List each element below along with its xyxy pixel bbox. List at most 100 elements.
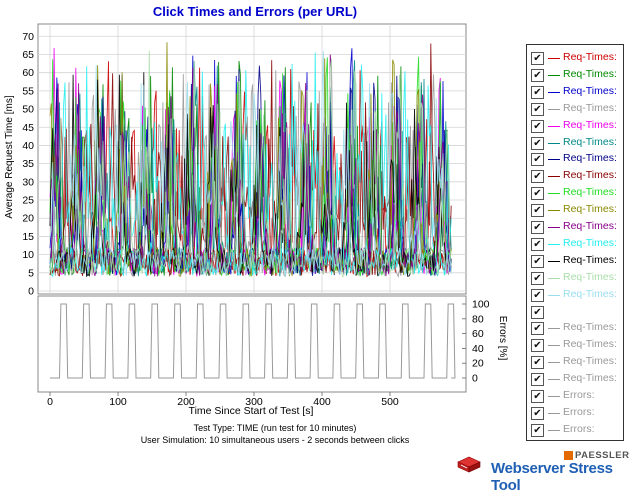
- y-tick-label: 5: [28, 267, 34, 279]
- legend-item[interactable]: ✔ Req-Times:: [531, 85, 623, 101]
- legend-label: Req-Times:: [563, 372, 617, 385]
- legend-item[interactable]: ✔ Req-Times:: [531, 321, 623, 337]
- legend-label: Req-Times:: [563, 203, 617, 216]
- legend-label: Req-Times:: [563, 338, 617, 351]
- legend-checkbox[interactable]: ✔: [531, 204, 544, 218]
- series-line-15: [49, 51, 452, 277]
- y-tick-label: 30: [22, 176, 34, 188]
- legend-swatch: [548, 362, 560, 364]
- legend-checkbox[interactable]: ✔: [531, 339, 544, 353]
- legend-item[interactable]: ✔ Req-Times:: [531, 169, 623, 185]
- test-type-info: Test Type: TIME (run test for 10 minutes…: [193, 423, 357, 433]
- legend-item[interactable]: ✔ Req-Times:: [531, 372, 623, 388]
- legend-checkbox[interactable]: ✔: [531, 85, 544, 99]
- product-name: Webserver Stress Tool: [491, 460, 613, 494]
- legend-swatch: [548, 125, 560, 127]
- legend-item[interactable]: ✔ Req-Times:: [531, 136, 623, 152]
- legend-checkbox[interactable]: ✔: [531, 153, 544, 167]
- y-tick-label: 0: [28, 286, 34, 298]
- legend-label: Req-Times:: [563, 321, 617, 334]
- y-tick-label: 20: [22, 213, 34, 225]
- legend-label: Errors:: [563, 389, 595, 401]
- legend-item[interactable]: ✔ Req-Times:: [531, 152, 623, 168]
- legend-item[interactable]: ✔ Req-Times:: [531, 186, 623, 202]
- legend-label: Req-Times:: [563, 152, 617, 165]
- legend-label: Errors:: [563, 405, 595, 418]
- x-axis-label: Time Since Start of Test [s]: [189, 405, 314, 417]
- legend-item[interactable]: ✔ Req-Times:: [531, 237, 623, 253]
- legend-swatch: [548, 227, 560, 228]
- legend-item[interactable]: ✔ Req-Times:: [531, 338, 623, 354]
- legend-item[interactable]: ✔ Req-Times:: [531, 254, 623, 270]
- legend-checkbox[interactable]: ✔: [531, 102, 544, 116]
- legend-label: Req-Times:: [563, 118, 617, 131]
- legend-checkbox[interactable]: ✔: [531, 187, 544, 201]
- y-tick-label: 25: [22, 195, 34, 207]
- legend-item[interactable]: ✔ Errors:: [531, 423, 623, 439]
- errors-line: [50, 303, 456, 379]
- y2-tick-label: 0: [472, 373, 478, 385]
- legend-swatch: [548, 328, 560, 330]
- legend-swatch: [548, 260, 560, 262]
- user-simulation-info: User Simulation: 10 simultaneous users -…: [140, 435, 410, 445]
- legend-item[interactable]: ✔ Errors:: [531, 389, 623, 405]
- legend-item[interactable]: ✔ Req-Times:: [531, 220, 623, 236]
- legend-item[interactable]: ✔ Req-Times:: [531, 355, 623, 371]
- legend-item[interactable]: ✔ Req-Times:: [531, 271, 623, 287]
- y2-tick-label: 20: [472, 358, 484, 370]
- legend-checkbox[interactable]: ✔: [531, 373, 544, 387]
- legend-item[interactable]: ✔ Errors:: [531, 406, 623, 422]
- errors-plot: 0 20 40 60 80 100 0 100 200 300 400 500: [37, 295, 490, 408]
- legend-checkbox[interactable]: ✔: [531, 52, 544, 65]
- paessler-mark-icon: [564, 451, 573, 460]
- legend-checkbox[interactable]: ✔: [531, 221, 544, 234]
- legend-checkbox[interactable]: ✔: [531, 271, 544, 285]
- x-tick-label: 400: [313, 396, 331, 408]
- legend-checkbox[interactable]: ✔: [531, 406, 544, 420]
- y-tick-label: 70: [22, 31, 34, 43]
- legend-checkbox[interactable]: ✔: [531, 68, 544, 82]
- x-tick-label: 300: [245, 396, 263, 408]
- y-axis-label-errors: Errors [%]: [497, 316, 508, 361]
- x-tick-label: 500: [381, 396, 399, 408]
- x-tick-label: 0: [47, 396, 53, 408]
- legend-checkbox[interactable]: ✔: [531, 305, 544, 319]
- legend-item[interactable]: ✔ Req-Times:: [531, 68, 623, 84]
- y-tick-label: 15: [22, 231, 34, 243]
- legend-swatch: [548, 243, 560, 245]
- bottom-plot-frame: [37, 295, 467, 393]
- legend-checkbox[interactable]: ✔: [531, 390, 544, 403]
- legend-checkbox[interactable]: ✔: [531, 254, 544, 268]
- y-tick-label: 35: [22, 158, 34, 170]
- legend-swatch: [548, 74, 560, 76]
- legend-label: Req-Times:: [563, 236, 617, 249]
- legend-checkbox[interactable]: ✔: [531, 288, 544, 302]
- y-tick-label: 10: [22, 249, 34, 261]
- legend-item[interactable]: ✔ Req-Times:: [531, 119, 623, 135]
- legend-checkbox[interactable]: ✔: [531, 356, 544, 370]
- legend-label: Req-Times:: [563, 355, 617, 368]
- legend-checkbox[interactable]: ✔: [531, 170, 544, 184]
- legend-item[interactable]: ✔ Req-Times:: [531, 51, 623, 67]
- legend-checkbox[interactable]: ✔: [531, 423, 544, 437]
- y2-tick-label: 40: [472, 343, 484, 355]
- legend-swatch: [548, 91, 560, 93]
- legend-label: Req-Times:: [563, 253, 617, 266]
- x-tick-label: 200: [177, 396, 195, 408]
- legend-checkbox[interactable]: ✔: [531, 237, 544, 251]
- brand-logo: PAESSLER Webserver Stress Tool: [456, 450, 629, 494]
- legend-checkbox[interactable]: ✔: [531, 136, 544, 150]
- legend-label: Req-Times:: [563, 51, 617, 63]
- y-tick-label: 55: [22, 85, 34, 97]
- legend-item[interactable]: ✔ Req-Times:: [531, 102, 623, 118]
- legend-checkbox[interactable]: ✔: [531, 119, 544, 133]
- legend-item[interactable]: ✔ Req-Times:: [531, 203, 623, 219]
- legend-checkbox[interactable]: ✔: [531, 322, 544, 336]
- legend-label: Req-Times:: [563, 84, 617, 97]
- legend-label: Req-Times:: [563, 169, 617, 182]
- legend-swatch: [548, 108, 560, 110]
- y-tick-label: 65: [22, 49, 34, 61]
- legend-item[interactable]: ✔: [531, 305, 623, 321]
- legend: ✔ Req-Times: ✔ Req-Times: ✔ Req-Times: ✔ Req-Ti…: [526, 44, 624, 441]
- legend-item[interactable]: ✔ Req-Times:: [531, 288, 623, 304]
